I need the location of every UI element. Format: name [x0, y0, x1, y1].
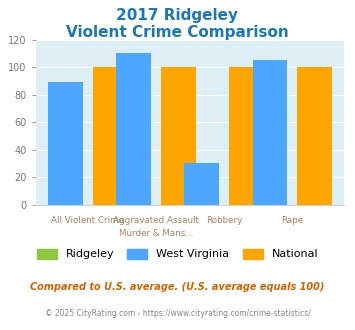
Text: Robbery: Robbery: [206, 216, 242, 225]
Text: 2017 Ridgeley: 2017 Ridgeley: [116, 8, 239, 23]
Legend: Ridgeley, West Virginia, National: Ridgeley, West Virginia, National: [33, 246, 322, 263]
Bar: [48, 82, 83, 205]
Text: Violent Crime Comparison: Violent Crime Comparison: [66, 25, 289, 40]
Bar: [297, 67, 332, 205]
Text: Aggravated Assault: Aggravated Assault: [113, 216, 199, 225]
Bar: [161, 67, 196, 205]
Text: Rape: Rape: [281, 216, 303, 225]
Text: Murder & Mans...: Murder & Mans...: [119, 229, 193, 238]
Bar: [184, 163, 219, 205]
Bar: [116, 53, 151, 205]
Bar: [93, 67, 127, 205]
Text: Compared to U.S. average. (U.S. average equals 100): Compared to U.S. average. (U.S. average …: [30, 282, 325, 292]
Text: © 2025 CityRating.com - https://www.cityrating.com/crime-statistics/: © 2025 CityRating.com - https://www.city…: [45, 309, 310, 317]
Bar: [252, 60, 287, 205]
Bar: [229, 67, 264, 205]
Text: All Violent Crime: All Violent Crime: [51, 216, 124, 225]
